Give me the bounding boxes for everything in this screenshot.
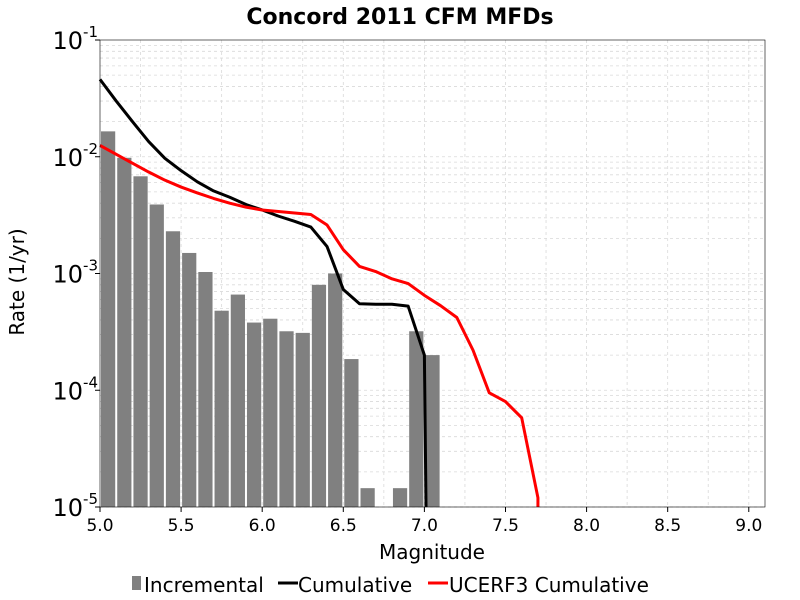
x-axis-label: Magnitude xyxy=(379,540,485,564)
incremental-bar xyxy=(311,284,327,507)
cumulative-line xyxy=(98,78,428,508)
incremental-bar xyxy=(295,332,310,507)
legend: Incremental Cumulative UCERF3 Cumulative xyxy=(132,573,649,597)
incremental-bar xyxy=(360,488,375,507)
x-tick-label: 5.5 xyxy=(168,516,195,536)
incremental-bar xyxy=(133,176,148,508)
incremental-bar xyxy=(198,272,213,507)
incremental-bar xyxy=(117,157,132,507)
y-tick-label: 10-5 xyxy=(52,490,98,522)
incremental-bar xyxy=(182,252,197,507)
x-tick-label: 6.0 xyxy=(249,516,276,536)
x-tick-label: 7.5 xyxy=(492,516,519,536)
incremental-bar xyxy=(149,204,164,507)
x-tick-label: 6.5 xyxy=(330,516,357,536)
y-axis-ticks: 10-5 10-4 10-3 10-2 10-1 xyxy=(52,23,100,522)
incremental-bar xyxy=(230,294,245,507)
incremental-bars xyxy=(101,131,440,508)
y-tick-label: 10-3 xyxy=(52,257,98,289)
incremental-bar xyxy=(328,273,343,507)
incremental-bar xyxy=(409,331,424,507)
x-tick-label: 9.0 xyxy=(735,516,762,536)
x-tick-label: 8.0 xyxy=(573,516,600,536)
chart-title: Concord 2011 CFM MFDs xyxy=(246,5,553,30)
x-tick-label: 5.0 xyxy=(86,516,113,536)
incremental-bar xyxy=(279,331,294,507)
incremental-bar xyxy=(344,359,359,507)
legend-label-cumulative: Cumulative xyxy=(298,573,412,597)
y-axis-label: Rate (1/yr) xyxy=(5,228,29,335)
incremental-bar xyxy=(214,310,229,507)
legend-label-ucerf3: UCERF3 Cumulative xyxy=(449,573,649,597)
legend-label-incremental: Incremental xyxy=(144,573,264,597)
incremental-bar xyxy=(425,355,440,507)
incremental-bar xyxy=(165,231,181,507)
y-tick-label: 10-1 xyxy=(52,23,98,55)
incremental-bar xyxy=(246,322,262,507)
incremental-bar xyxy=(392,488,408,507)
ucerf3-cumulative-line xyxy=(99,144,540,507)
incremental-bar xyxy=(101,131,116,507)
cumulative-lines xyxy=(98,78,540,508)
x-axis-ticks: 5.0 5.5 6.0 6.5 7.0 7.5 8.0 8.5 9.0 xyxy=(86,507,762,536)
y-tick-label: 10-2 xyxy=(52,140,98,172)
y-tick-label: 10-4 xyxy=(52,373,98,405)
incremental-bar xyxy=(263,318,278,507)
legend-swatch-incremental xyxy=(132,576,141,590)
x-tick-label: 7.0 xyxy=(411,516,438,536)
x-tick-label: 8.5 xyxy=(654,516,681,536)
